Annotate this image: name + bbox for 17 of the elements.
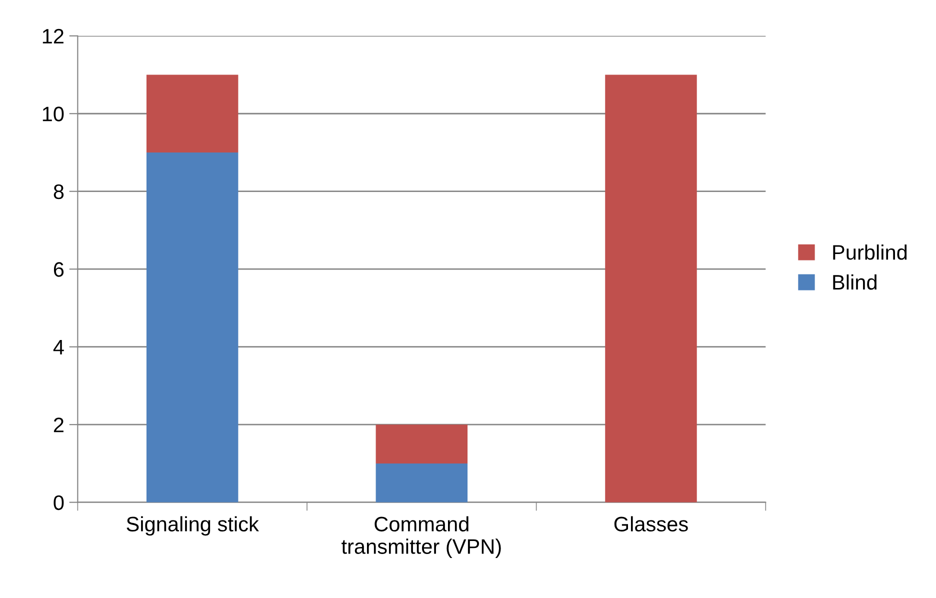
y-tick-label: 2 — [54, 418, 64, 432]
y-tick-label: 0 — [54, 495, 64, 510]
y-tick-label: 10 — [42, 106, 64, 122]
legend-label: Purblind — [833, 244, 907, 260]
y-tick-label: 6 — [54, 262, 64, 277]
x-tick-label: Signaling stick — [126, 516, 259, 536]
bar — [376, 463, 468, 502]
bar — [146, 152, 238, 502]
legend-label: Blind — [833, 274, 876, 290]
x-tick-label: Glasses — [614, 516, 688, 532]
bar — [376, 424, 468, 464]
bar — [605, 74, 697, 502]
y-tick-label: 12 — [42, 28, 64, 44]
y-tick-label: 8 — [54, 184, 64, 200]
x-tick-label: Command transmitter (VPN) — [342, 516, 501, 558]
y-tick-label: 4 — [53, 340, 64, 354]
bar — [146, 74, 238, 152]
